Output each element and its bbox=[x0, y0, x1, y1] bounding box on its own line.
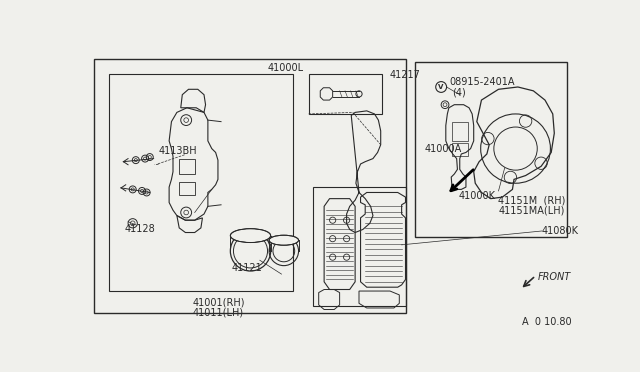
Bar bbox=[415, 62, 566, 237]
Text: (4): (4) bbox=[452, 87, 466, 97]
Text: 41000A: 41000A bbox=[425, 144, 462, 154]
Text: 08915-2401A: 08915-2401A bbox=[449, 77, 515, 87]
Text: V: V bbox=[438, 84, 444, 90]
Text: 41128: 41128 bbox=[125, 224, 156, 234]
Text: FRONT: FRONT bbox=[537, 272, 570, 282]
Text: 41121: 41121 bbox=[231, 263, 262, 273]
Bar bbox=[179, 158, 195, 174]
Ellipse shape bbox=[269, 235, 298, 245]
Bar bbox=[179, 182, 195, 195]
Text: 41080K: 41080K bbox=[542, 226, 579, 236]
Text: A  0 10.80: A 0 10.80 bbox=[522, 317, 572, 327]
Bar bbox=[312, 187, 406, 307]
Text: 41151MA(LH): 41151MA(LH) bbox=[499, 205, 565, 215]
Ellipse shape bbox=[230, 229, 271, 243]
Bar bbox=[94, 58, 406, 312]
Bar bbox=[452, 143, 467, 156]
Text: 41000L: 41000L bbox=[268, 63, 303, 73]
Text: 41151M  (RH): 41151M (RH) bbox=[499, 195, 566, 205]
Text: 41217: 41217 bbox=[390, 70, 421, 80]
Text: 4113BH: 4113BH bbox=[159, 146, 198, 156]
Bar bbox=[308, 74, 382, 114]
Bar bbox=[452, 122, 467, 141]
Bar bbox=[109, 74, 293, 291]
Text: 41000K: 41000K bbox=[458, 190, 495, 201]
Text: 41001(RH): 41001(RH) bbox=[193, 298, 245, 308]
Text: 41011(LH): 41011(LH) bbox=[193, 308, 243, 318]
